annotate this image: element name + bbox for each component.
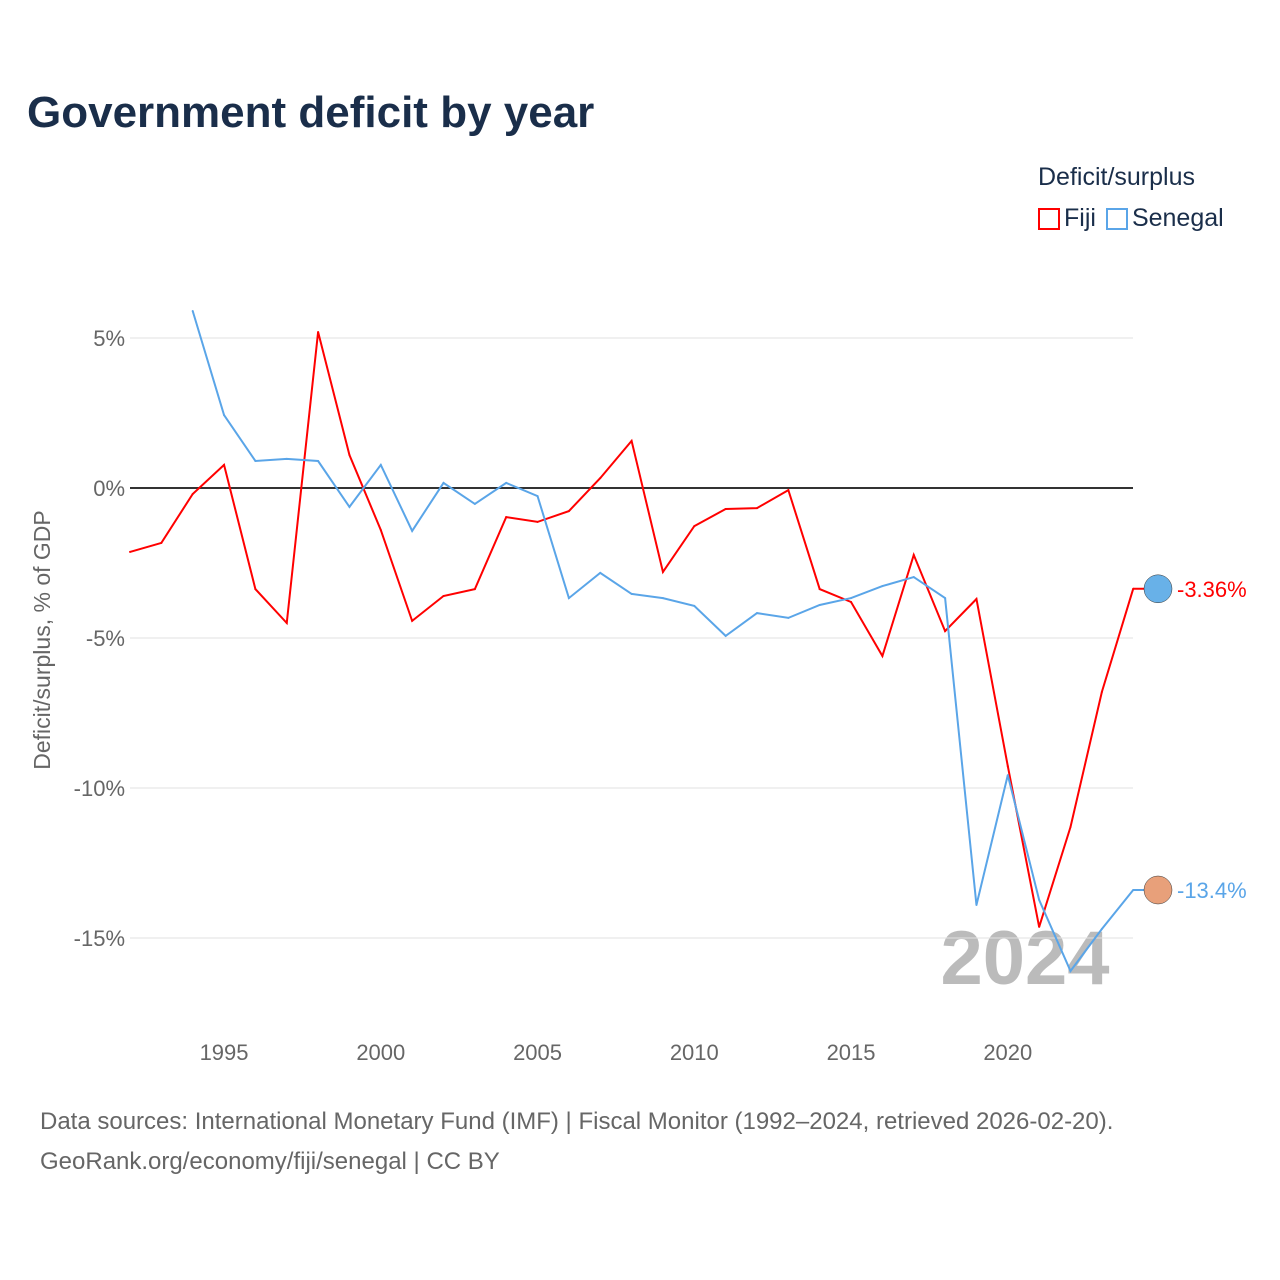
data-point [442, 595, 445, 597]
data-point [599, 571, 602, 574]
data-point [1100, 928, 1103, 930]
data-point [693, 525, 696, 528]
y-tick-label: 5% [93, 326, 125, 351]
data-point [1100, 691, 1103, 693]
x-tick-label: 2015 [827, 1040, 876, 1065]
data-point [599, 477, 602, 480]
data-point [756, 612, 758, 615]
data-point [191, 310, 194, 312]
data-point [944, 597, 947, 600]
fiji-swatch [1038, 207, 1060, 230]
legend: Fiji Senegal [1038, 204, 1224, 233]
data-point [630, 592, 633, 595]
legend-item-senegal[interactable]: Senegal [1105, 204, 1224, 233]
data-point [756, 507, 758, 510]
data-point [1006, 774, 1009, 777]
legend-label: Senegal [1131, 204, 1224, 232]
data-point [473, 588, 476, 591]
data-point [505, 481, 508, 484]
data-point [567, 597, 570, 600]
data-point [223, 463, 226, 466]
data-point [944, 630, 947, 633]
series-line-fiji [129, 331, 1135, 928]
data-point [348, 505, 351, 508]
data-point [881, 655, 884, 657]
y-tick-label: -15% [74, 926, 125, 951]
data-point [1069, 970, 1072, 972]
data-point [411, 619, 414, 622]
data-point [1069, 826, 1072, 828]
data-point [912, 576, 915, 579]
legend-title: Deficit/surplus [1038, 163, 1195, 191]
data-point [379, 529, 382, 531]
data-point [693, 604, 696, 607]
footer-link[interactable]: GeoRank.org/economy/fiji/senegal | CC BY [40, 1148, 500, 1175]
data-point [285, 457, 288, 460]
data-point [191, 493, 194, 495]
data-point [1038, 925, 1041, 928]
data-point [787, 489, 790, 492]
legend-item-fiji[interactable]: Fiji [1038, 204, 1096, 233]
x-tick-label: 2020 [983, 1040, 1032, 1065]
data-point [850, 597, 853, 600]
data-point [442, 481, 445, 484]
data-point [850, 601, 853, 603]
x-tick-label: 2010 [670, 1040, 719, 1065]
data-point [348, 454, 351, 456]
legend-label: Fiji [1064, 204, 1096, 232]
data-point [505, 516, 508, 519]
x-tick-label: 2005 [513, 1040, 562, 1065]
data-point [1006, 765, 1009, 768]
data-point [724, 508, 727, 510]
data-point [536, 495, 539, 498]
data-point [975, 598, 978, 600]
y-tick-label: -10% [74, 776, 125, 801]
data-point [975, 904, 978, 906]
data-point [223, 414, 226, 417]
data-point [160, 541, 163, 544]
data-point [881, 585, 884, 588]
data-point [787, 616, 790, 619]
end-value-label: -3.36% [1177, 577, 1247, 602]
data-point [818, 604, 821, 606]
year-watermark: 2024 [940, 916, 1109, 1001]
data-point [661, 597, 664, 600]
data-point [317, 331, 320, 333]
data-point [661, 571, 664, 573]
data-point [630, 439, 633, 442]
senegal-swatch [1105, 207, 1128, 230]
senegal-flag-icon [1143, 875, 1173, 905]
data-point [317, 460, 320, 462]
fiji-flag-icon [1143, 574, 1173, 604]
data-point [1038, 898, 1041, 901]
end-value-label: -13.4% [1177, 878, 1247, 903]
data-point [567, 510, 570, 513]
data-point [536, 520, 539, 523]
y-tick-label: 0% [93, 476, 125, 501]
data-point [379, 463, 382, 466]
x-tick-label: 1995 [200, 1040, 249, 1065]
series-line-senegal [191, 310, 1134, 973]
data-point [912, 553, 915, 556]
chart-title: Government deficit by year [27, 88, 595, 137]
data-point [254, 588, 257, 591]
footer-sources: Data sources: International Monetary Fun… [40, 1108, 1114, 1135]
data-point [818, 588, 821, 591]
data-point [285, 622, 288, 624]
data-point [129, 550, 131, 553]
data-point [411, 529, 414, 532]
data-point [724, 634, 727, 637]
y-axis-label: Deficit/surplus, % of GDP [29, 510, 55, 769]
y-tick-label: -5% [86, 626, 125, 651]
data-point [254, 460, 257, 462]
x-tick-label: 2000 [356, 1040, 405, 1065]
data-point [473, 502, 476, 505]
